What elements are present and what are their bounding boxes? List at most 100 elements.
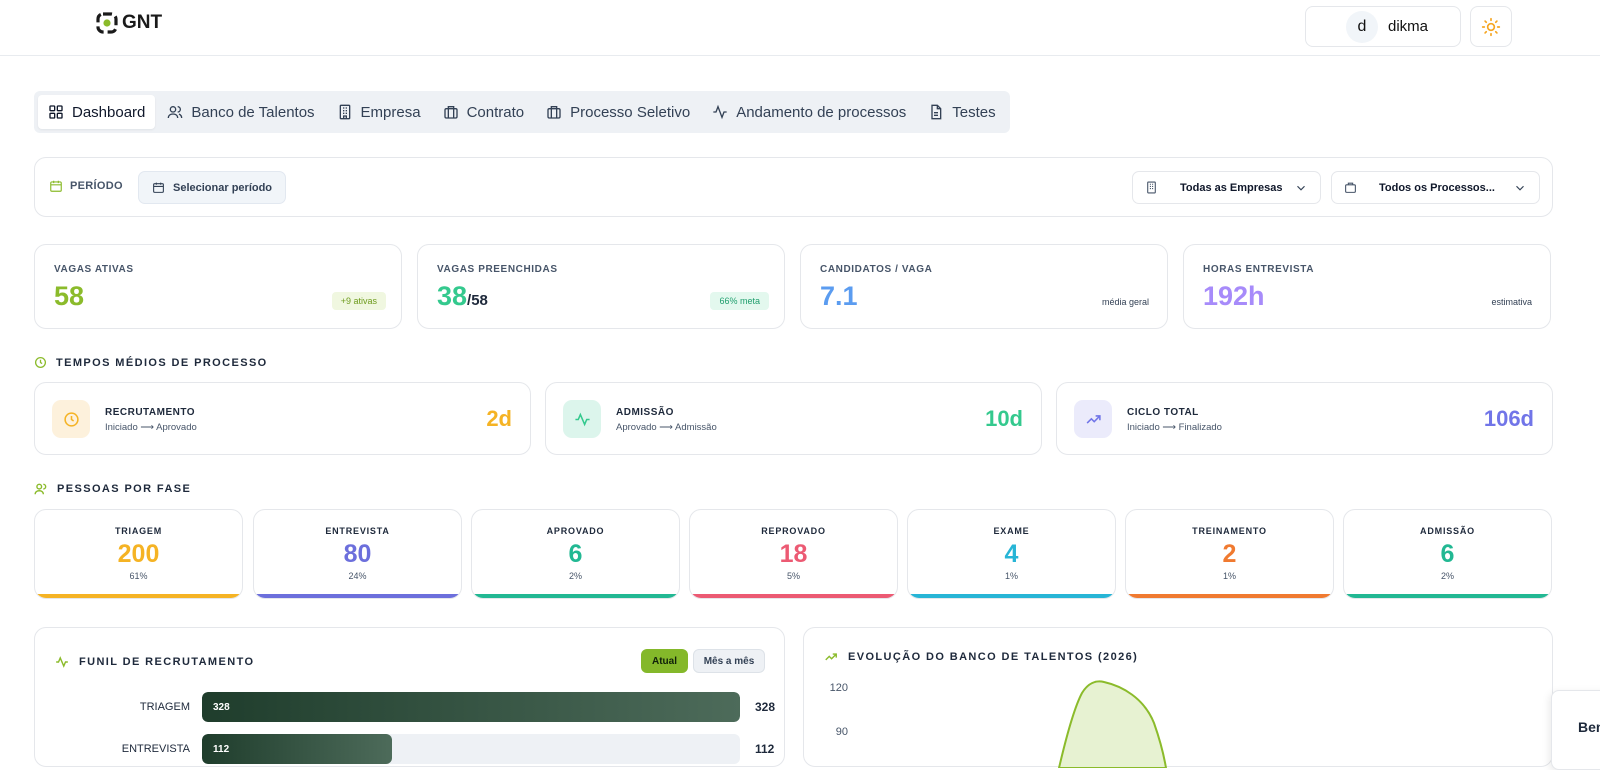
trending-up-icon [825, 653, 837, 661]
tab-dashboard[interactable]: Dashboard [38, 95, 156, 129]
user-menu[interactable]: d dikma [1305, 6, 1461, 47]
phase-percent: 61% [129, 571, 148, 581]
time-card-recrutamento: RECRUTAMENTO Iniciado ⟶ Aprovado 2d [34, 382, 531, 455]
phase-color-bar [472, 594, 679, 598]
phase-value: 2 [1222, 540, 1237, 568]
series-area [1057, 680, 1168, 768]
kpi-label: HORAS ENTREVISTA [1203, 264, 1315, 275]
phase-card-entrevista: ENTREVISTA 80 24% [253, 509, 462, 599]
section-title-fases: PESSOAS POR FASE [34, 482, 191, 496]
tab-label: Empresa [360, 103, 421, 121]
top-bar: GNT d dikma [0, 0, 1600, 56]
funnel-row-value: 328 [755, 700, 776, 714]
period-label: PERÍODO [49, 179, 123, 193]
phase-percent: 2% [1440, 571, 1454, 581]
time-card-value: 106d [1483, 406, 1534, 431]
evolution-panel: EVOLUÇÃO DO BANCO DE TALENTOS (2026) 120… [803, 627, 1553, 768]
phase-value: 80 [343, 540, 372, 568]
file-icon [931, 104, 942, 120]
time-card-value: 2d [486, 406, 512, 431]
phase-label: APROVADO [546, 526, 605, 536]
phase-value: 4 [1004, 540, 1019, 568]
phase-value: 200 [117, 540, 160, 568]
kpi-value: 38/58 [437, 281, 488, 312]
phase-percent: 5% [786, 571, 800, 581]
section-title-tempos: TEMPOS MÉDIOS DE PROCESSO [34, 356, 268, 369]
process-select[interactable]: Todos os Processos... [1331, 171, 1540, 204]
time-card-title: CICLO TOTAL [1127, 407, 1199, 418]
kpi-value-main: 38 [437, 281, 468, 311]
tab-banco-de-talentos[interactable]: Banco de Talentos [157, 95, 324, 129]
phase-color-bar [254, 594, 461, 598]
toggle-atual[interactable]: Atual [641, 649, 688, 673]
tab-label: Contrato [466, 103, 525, 121]
activity-icon [56, 656, 68, 668]
tab-andamento-de-processos[interactable]: Andamento de processos [702, 95, 916, 129]
funnel-row-value: 112 [755, 742, 775, 756]
tab-label: Andamento de processos [736, 103, 907, 121]
kpi-vagas-ativas: VAGAS ATIVAS 58 +9 ativas [34, 244, 402, 329]
tab-testes[interactable]: Testes [918, 95, 1005, 129]
tab-processo-seletivo[interactable]: Processo Seletivo [536, 95, 700, 129]
kpi-value-suffix: /58 [467, 292, 488, 309]
period-label-text: PERÍODO [70, 180, 123, 192]
phase-card-treinamento: TREINAMENTO 2 1% [1125, 509, 1334, 599]
theme-toggle-button[interactable] [1470, 6, 1512, 47]
main-nav: Dashboard Banco de Talentos Empresa Cont… [34, 91, 1010, 133]
tab-contrato[interactable]: Contrato [433, 95, 535, 129]
kpi-horas-entrevista: HORAS ENTREVISTA 192h estimativa [1183, 244, 1551, 329]
icon-box [563, 400, 601, 438]
activity-icon [574, 412, 590, 426]
tab-label: Testes [952, 103, 996, 121]
evolution-chart: 120 90 [830, 680, 1168, 768]
kpi-label: CANDIDATOS / VAGA [820, 264, 933, 275]
evolution-title: EVOLUÇÃO DO BANCO DE TALENTOS (2026) [824, 650, 1138, 664]
kpi-value: 192h [1203, 281, 1265, 311]
side-popup[interactable]: Bem [1551, 690, 1600, 770]
phase-percent: 1% [1222, 571, 1236, 581]
grid-icon [49, 105, 63, 119]
time-card-subtitle: Iniciado ⟶ Finalizado [1127, 422, 1222, 433]
funnel-panel: FUNIL DE RECRUTAMENTO Atual Mês a mês TR… [34, 627, 785, 767]
toggle-mes-a-mes[interactable]: Mês a mês [693, 649, 765, 673]
avatar: d [1346, 10, 1378, 43]
y-tick-label: 90 [836, 726, 848, 738]
select-period-button[interactable]: Selecionar período [138, 171, 287, 204]
trending-up-icon [1086, 414, 1101, 424]
building-icon [1147, 181, 1156, 194]
brand-logo[interactable]: GNT [96, 12, 162, 34]
phase-value: 6 [1440, 540, 1455, 568]
kpi-badge: +9 ativas [331, 292, 386, 310]
phase-card-aprovado: APROVADO 6 2% [471, 509, 680, 599]
time-card-admissao: ADMISSÃO Aprovado ⟶ Admissão 10d [545, 382, 1042, 455]
phase-label: EXAME [993, 526, 1030, 536]
phase-card-exame: EXAME 4 1% [907, 509, 1116, 599]
evolution-title-text: EVOLUÇÃO DO BANCO DE TALENTOS (2026) [848, 651, 1139, 663]
tab-empresa[interactable]: Empresa [327, 95, 431, 129]
funnel-row-triagem: TRIAGEM 328 328 [55, 692, 775, 722]
section-title-text: TEMPOS MÉDIOS DE PROCESSO [56, 356, 268, 369]
kpi-value: 58 [54, 281, 85, 311]
activity-icon [713, 104, 727, 120]
phase-percent: 24% [348, 571, 367, 581]
section-title-text: PESSOAS POR FASE [57, 483, 192, 495]
briefcase-icon [443, 106, 458, 119]
funnel-bar: 112 [202, 734, 393, 764]
kpi-label: VAGAS ATIVAS [54, 264, 134, 275]
time-card-ciclo-total: CICLO TOTAL Iniciado ⟶ Finalizado 106d [1056, 382, 1553, 455]
kpi-value: 7.1 [820, 281, 858, 311]
phase-color-bar [35, 594, 242, 598]
chevron-down-icon [1297, 185, 1305, 191]
phase-value: 18 [779, 540, 808, 568]
time-card-subtitle: Iniciado ⟶ Aprovado [105, 422, 197, 433]
sun-icon [1481, 17, 1501, 36]
phase-label: ADMISSÃO [1420, 526, 1475, 536]
phase-card-triagem: TRIAGEM 200 61% [34, 509, 243, 599]
tab-label: Dashboard [72, 103, 146, 121]
phase-card-admissao: ADMISSÃO 6 2% [1343, 509, 1552, 599]
select-period-label: Selecionar período [173, 181, 273, 194]
process-select-value: Todos os Processos... [1379, 181, 1495, 194]
logo-icon [96, 12, 118, 34]
company-select[interactable]: Todas as Empresas [1132, 171, 1321, 204]
icon-box [52, 400, 90, 438]
